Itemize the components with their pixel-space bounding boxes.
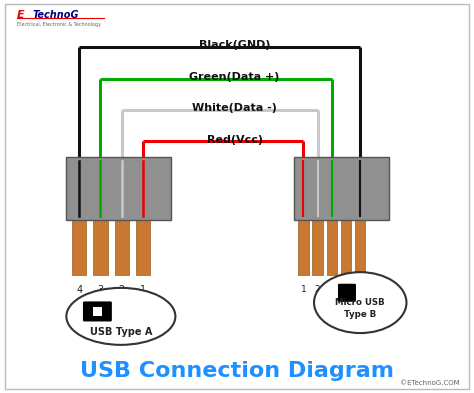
Text: 4: 4 (76, 285, 82, 295)
FancyBboxPatch shape (327, 220, 337, 275)
Text: White(Data -): White(Data -) (192, 103, 277, 113)
Text: 1: 1 (301, 285, 306, 294)
Text: ©ETechnoG.COM: ©ETechnoG.COM (400, 380, 460, 386)
FancyBboxPatch shape (341, 220, 351, 275)
Text: Black(GND): Black(GND) (199, 40, 270, 50)
Text: 2: 2 (118, 285, 125, 295)
Text: 1: 1 (140, 285, 146, 295)
FancyBboxPatch shape (338, 284, 356, 302)
FancyBboxPatch shape (136, 220, 150, 275)
Ellipse shape (314, 272, 407, 333)
FancyBboxPatch shape (294, 157, 389, 220)
Text: E: E (17, 10, 24, 20)
Text: 3: 3 (329, 285, 335, 294)
Text: 2: 2 (315, 285, 320, 294)
FancyBboxPatch shape (312, 220, 323, 275)
Text: ★: ★ (100, 304, 107, 310)
Ellipse shape (66, 288, 175, 345)
FancyBboxPatch shape (72, 220, 86, 275)
Text: Green(Data +): Green(Data +) (190, 72, 280, 82)
FancyBboxPatch shape (93, 220, 108, 275)
FancyBboxPatch shape (298, 220, 309, 275)
FancyBboxPatch shape (355, 220, 365, 275)
FancyBboxPatch shape (83, 301, 112, 321)
FancyBboxPatch shape (93, 307, 102, 316)
Text: Electrical, Electronic & Technology: Electrical, Electronic & Technology (17, 22, 100, 27)
Text: 5: 5 (357, 285, 363, 294)
FancyBboxPatch shape (5, 4, 469, 389)
FancyBboxPatch shape (115, 220, 129, 275)
FancyBboxPatch shape (66, 157, 171, 220)
Text: Micro USB
Type B: Micro USB Type B (336, 298, 385, 319)
Text: TechnoG: TechnoG (32, 10, 79, 20)
Text: USB Type A: USB Type A (90, 327, 152, 337)
Text: USB Connection Diagram: USB Connection Diagram (80, 362, 394, 381)
Text: 4: 4 (343, 285, 349, 294)
Text: Red(Vcc): Red(Vcc) (207, 134, 263, 145)
Text: 3: 3 (98, 285, 103, 295)
